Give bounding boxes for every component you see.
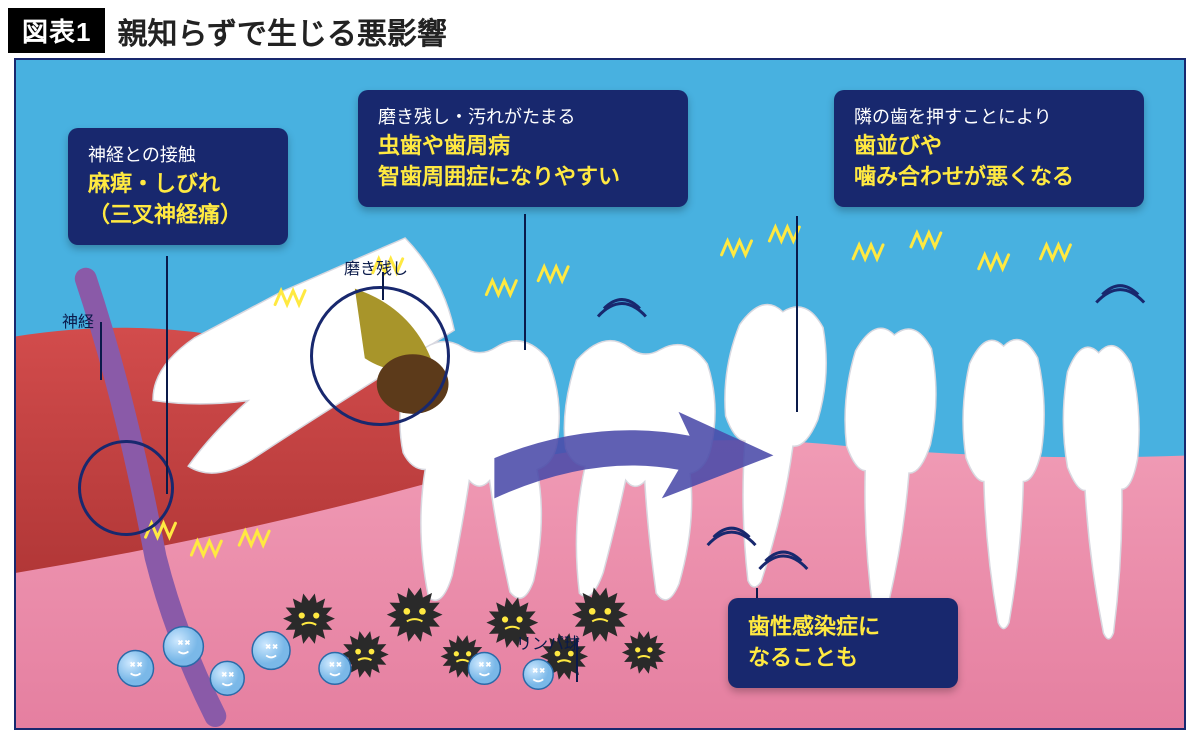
lymphocyte-icon [319, 652, 351, 684]
callout-nerve-main1: 麻痺・しびれ [88, 169, 268, 200]
callout-push-main1: 歯並びや [854, 131, 1124, 162]
lymphocyte-icon [118, 650, 154, 686]
nerve-contact-circle [78, 440, 174, 536]
lymphocyte-icon [523, 659, 553, 689]
leader-line [524, 214, 526, 350]
plaque-circle [310, 286, 450, 426]
callout-nerve-sub: 神経との接触 [88, 142, 268, 169]
figure-badge: 図表1 [8, 8, 105, 53]
leader-line [166, 256, 168, 494]
lymphocyte-icon [163, 627, 203, 667]
callout-infection-main2: なることも [748, 643, 938, 674]
lymphocyte-icon [252, 632, 290, 670]
callout-push-main2: 噛み合わせが悪くなる [854, 162, 1124, 193]
figure-header: 図表1 親知らずで生じる悪影響 [0, 0, 1200, 67]
callout-plaque: 磨き残し・汚れがたまる 虫歯や歯周病 智歯周囲症になりやすい [358, 90, 688, 207]
label-plaque: 磨き残し [344, 255, 408, 279]
label-nerve: 神経 [62, 308, 94, 332]
callout-infection-main1: 歯性感染症に [748, 612, 938, 643]
callout-nerve-main2: （三叉神経痛） [88, 200, 268, 231]
lymphocyte-icon [468, 652, 500, 684]
callout-push-sub: 隣の歯を押すことにより [854, 104, 1124, 131]
callout-infection: 歯性感染症に なることも [728, 598, 958, 688]
leader-line [100, 322, 102, 380]
callout-plaque-main2: 智歯周囲症になりやすい [378, 162, 668, 193]
callout-nerve: 神経との接触 麻痺・しびれ （三叉神経痛） [68, 128, 288, 245]
diagram-frame: 神経 磨き残し リンパ球 神経との接触 麻痺・しびれ （三叉神経痛） 磨き残し・… [14, 58, 1186, 730]
lymphocyte-icon [210, 661, 244, 695]
callout-push: 隣の歯を押すことにより 歯並びや 噛み合わせが悪くなる [834, 90, 1144, 207]
callout-plaque-sub: 磨き残し・汚れがたまる [378, 104, 668, 131]
callout-plaque-main1: 虫歯や歯周病 [378, 131, 668, 162]
label-lymph: リンパ球 [516, 630, 580, 654]
leader-line [796, 216, 798, 412]
figure-title: 親知らずで生じる悪影響 [117, 9, 446, 53]
